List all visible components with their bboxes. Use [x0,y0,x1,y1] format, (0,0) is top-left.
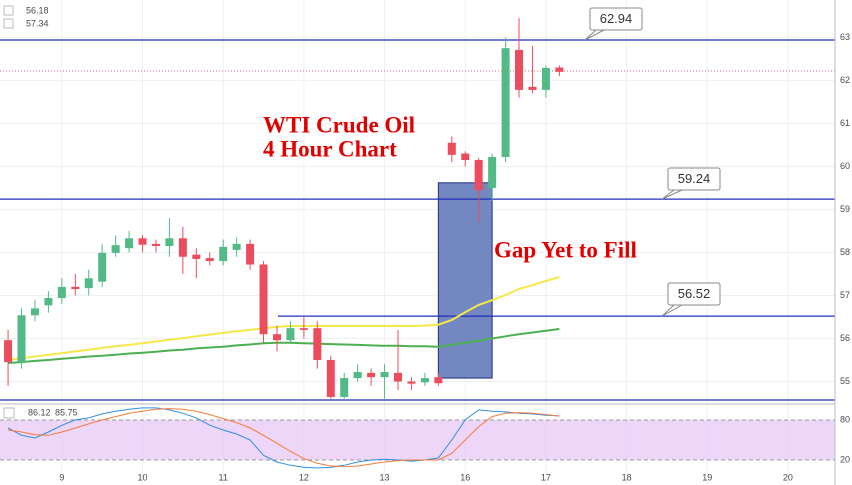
candle-body [192,254,201,259]
legend-value: 85.75 [55,407,78,417]
legend-value: 57.34 [26,18,49,28]
callout-box [589,7,643,31]
candle-body [44,298,53,306]
candle-body [528,86,537,90]
x-tick-label: 17 [541,472,551,482]
y-tick-label: 57 [840,290,850,300]
callout-label: 56.52 [678,286,711,301]
candle-body [515,49,524,90]
moving-average [7,276,560,361]
candle-body [340,378,349,397]
x-tick-label: 9 [59,472,64,482]
price-axis [835,0,852,485]
y-tick-label: 63 [840,32,850,42]
candle-body [57,286,66,299]
callout-box [667,167,721,191]
callout-pointer [661,304,683,317]
candle-body [447,142,456,155]
candle-body [125,238,134,249]
callout-box [667,282,721,306]
y-tick-label: 55 [840,376,850,386]
candle-body [178,238,187,257]
candle-body [138,238,147,245]
x-tick-label: 18 [622,472,632,482]
y-tick-label: 80 [840,414,850,424]
candle-body [501,48,510,157]
candle-body [259,264,268,335]
annotation: 4 Hour Chart [263,136,397,161]
candle-body [71,286,80,290]
candle-body [326,359,335,397]
x-tick-label: 13 [380,472,390,482]
candle-body [299,328,308,330]
y-tick-label: 20 [840,454,850,464]
candle-body [84,278,93,289]
candle-body [474,159,483,191]
y-tick-label: 60 [840,161,850,171]
candle-body [313,328,322,360]
y-tick-label: 59 [840,204,850,214]
candle-body [488,156,497,188]
gap-zone [437,182,493,379]
x-tick-label: 16 [460,472,470,482]
candle-body [219,246,228,262]
candle-body [272,334,281,341]
x-tick-label: 12 [299,472,309,482]
x-tick-label: 20 [783,472,793,482]
x-tick-label: 11 [219,472,228,482]
legend-icon [3,18,14,29]
candle-body [111,245,120,253]
callout-pointer [661,189,683,200]
candle-body [407,381,416,384]
stochastic-line [8,408,560,468]
annotation: WTI Crude Oil [263,112,415,137]
candle-body [232,243,241,250]
axis-labels: 9 10 11 12 13 16 17 18 19 20 55 56 57 58 59 60 61 62 63 20 8… [3,5,850,482]
x-tick-label: 10 [138,472,148,482]
candle-body [555,67,564,72]
candle-body [394,372,403,382]
legend-icon [3,5,14,16]
plot: 62.94 59.24 56.52 [0,7,852,469]
candle-body [165,238,174,247]
candle-body [541,67,550,90]
x-tick-label: 19 [702,472,712,482]
legend-value: 56.18 [26,5,49,15]
legend-value: 86.12 [28,407,51,417]
candle-body [4,340,13,363]
y-tick-label: 61 [840,118,850,128]
candle-body [380,372,389,378]
candle-body [367,372,376,378]
y-tick-label: 58 [840,247,850,257]
candle-body [353,372,362,379]
candle-body [17,315,26,363]
candle-body [151,243,160,247]
y-tick-label: 56 [840,333,850,343]
candle-body [246,243,255,265]
callout-label: 59.24 [678,171,711,186]
stochastic-line [7,407,560,469]
callout-pointer [584,29,605,41]
candle-body [461,153,470,160]
candle-body [205,258,214,262]
candle-body [420,378,429,383]
y-tick-label: 62 [840,75,850,85]
stochastic-band [0,419,835,460]
moving-average [8,328,560,364]
annotation: Gap Yet to Fill [494,237,637,262]
candle-body [98,252,107,282]
candle-body [286,328,295,341]
legend-icon [3,407,15,419]
callout-label: 62.94 [600,11,633,26]
candle-body [434,377,443,384]
candle-body [30,308,39,316]
